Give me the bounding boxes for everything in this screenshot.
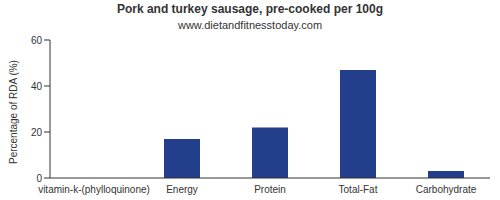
svg-text:vitamin-k-(phylloquinone): vitamin-k-(phylloquinone)	[38, 184, 150, 195]
html-text:Pork and turkey sausage, pre-c: Pork and turkey sausage, pre-cooked per …	[116, 2, 383, 16]
html-text:www.dietandfitnesstoday.com: www.dietandfitnesstoday.com	[178, 19, 322, 31]
svg-text:Carbohydrate: Carbohydrate	[416, 184, 477, 195]
svg-text:40: 40	[31, 81, 43, 92]
svg-text:20: 20	[31, 127, 43, 138]
svg-text:Percentage of RDA (%): Percentage of RDA (%)	[8, 60, 19, 164]
svg-text:Protein: Protein	[254, 184, 286, 195]
svg-text:Total-Fat: Total-Fat	[339, 184, 378, 195]
svg-text:Energy: Energy	[166, 184, 198, 195]
svg-text:0: 0	[36, 173, 42, 184]
svg-text:60: 60	[31, 35, 43, 46]
